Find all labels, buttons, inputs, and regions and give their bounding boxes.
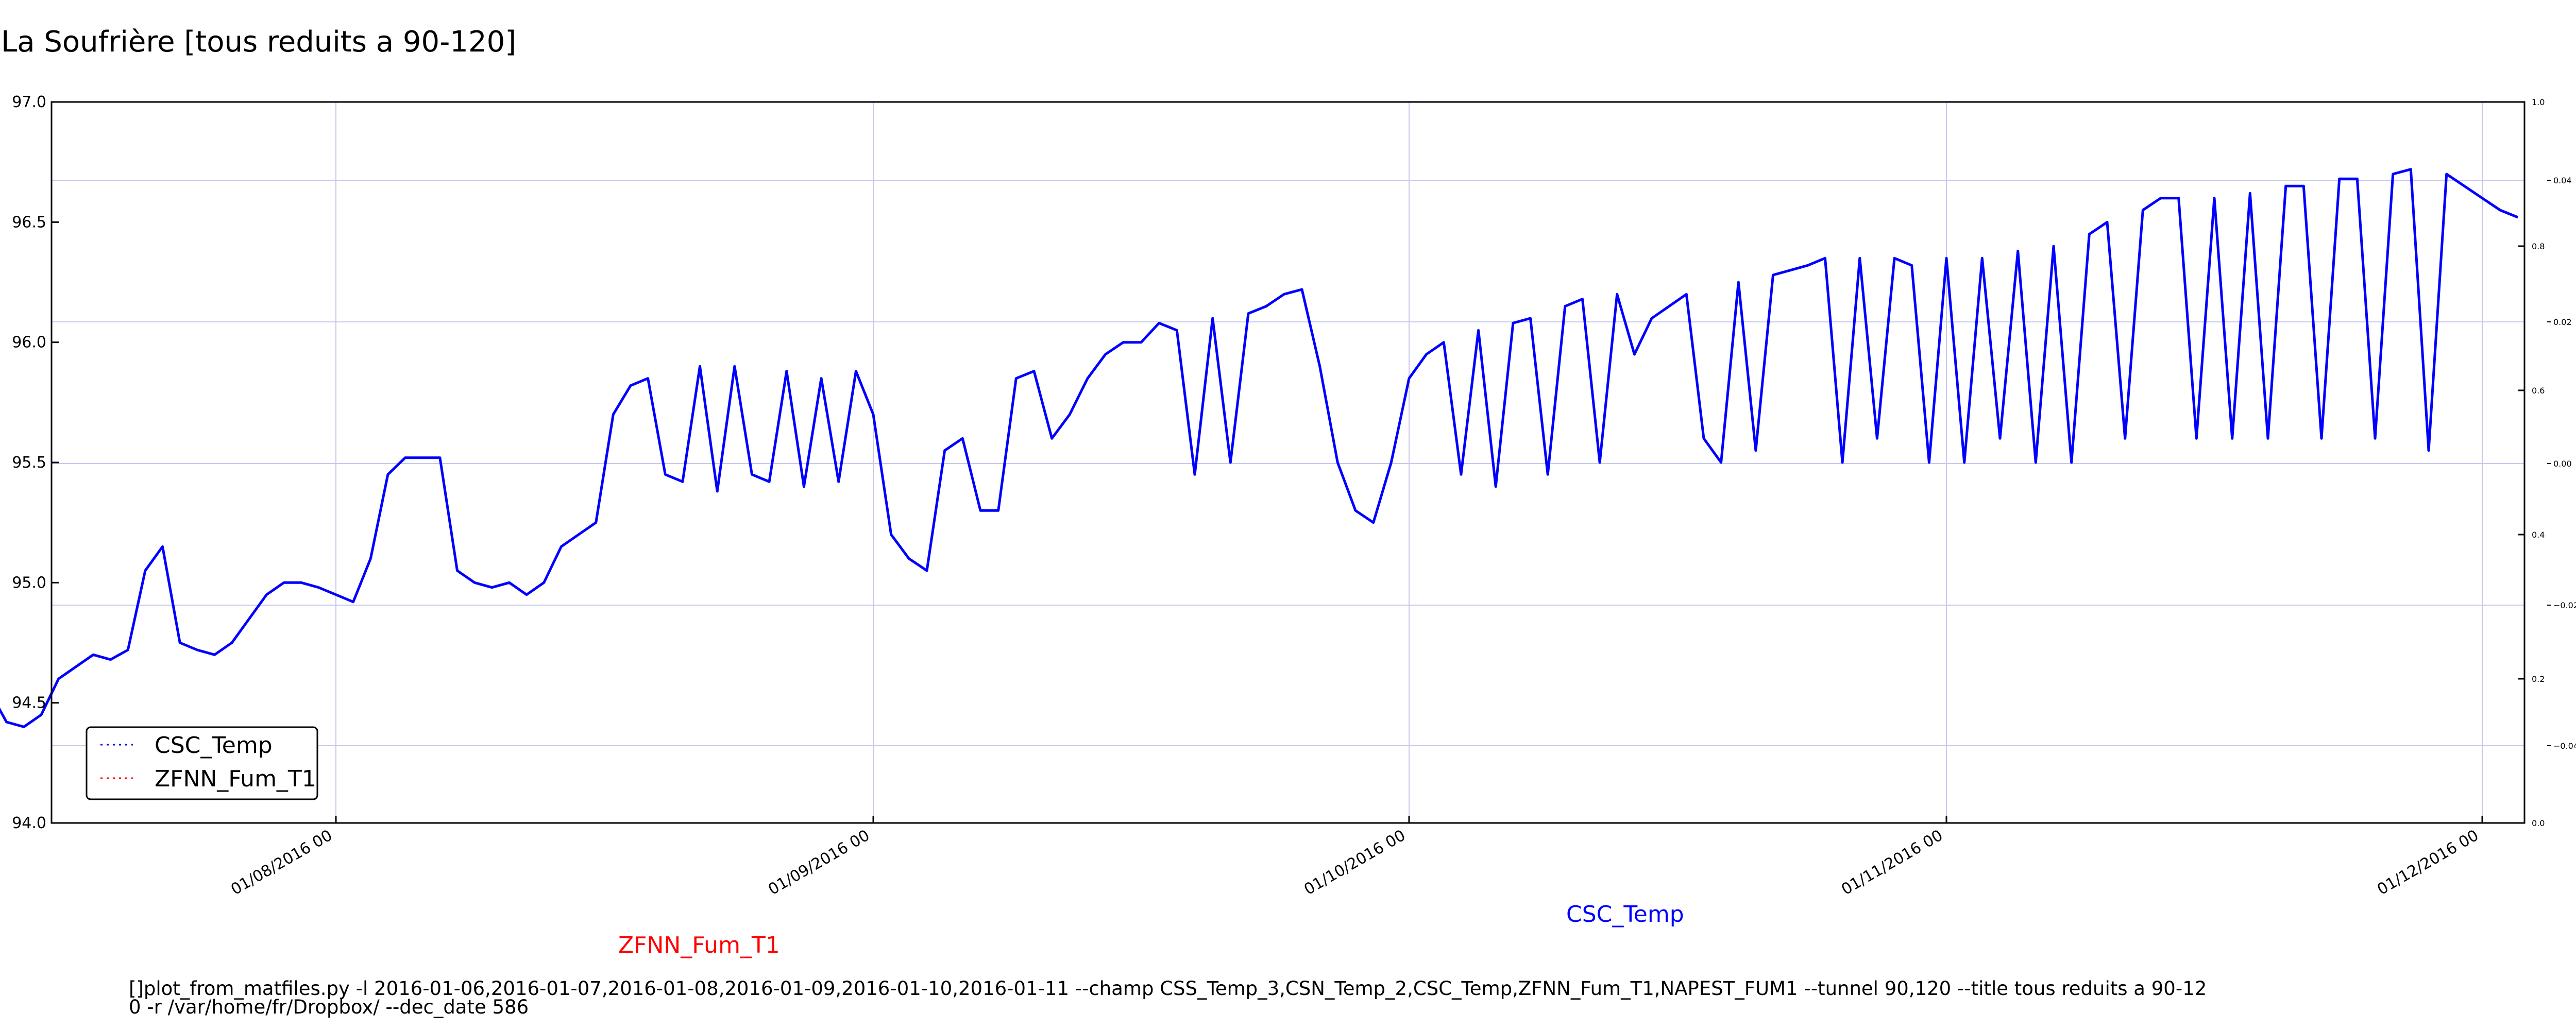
legend-label-zfnn-fum-t1: ZFNN_Fum_T1 (155, 766, 316, 792)
left-tick-label: 97.0 (12, 93, 46, 111)
right-tick-label: 0.4 (2532, 530, 2545, 540)
right-tick-label: 1.0 (2532, 97, 2545, 107)
command-line-2: 0 -r /var/home/fr/Dropbox/ --dec_date 58… (129, 996, 529, 1018)
x-tick-label: 01/10/2016 00 (1301, 827, 1409, 899)
left-tick-label: 96.0 (12, 334, 46, 352)
legend: CSC_Temp ZFNN_Fum_T1 (86, 726, 318, 800)
right-inner-tick-label: 0.00 (2553, 459, 2572, 469)
right-tick-label: 0.2 (2532, 674, 2545, 684)
x-tick-label: 01/11/2016 00 (1838, 827, 1946, 899)
left-axis: 94.0 94.5 95.0 95.5 96.0 96.5 97.0 (12, 93, 59, 832)
x-axis: 01/08/2016 00 01/09/2016 00 01/10/2016 00 0… (228, 816, 2483, 899)
axis-label-csc-temp: CSC_Temp (1566, 901, 1684, 928)
grid-lines (52, 102, 2524, 823)
legend-label-csc-temp: CSC_Temp (155, 732, 273, 759)
legend-box (86, 726, 318, 800)
left-tick-label: 94.5 (12, 694, 46, 712)
right-tick-label: 0.0 (2532, 818, 2545, 828)
command-line-1: []plot_from_matfiles.py -l 2016-01-06,20… (129, 977, 2207, 1000)
series-line-csc-temp (0, 168, 2519, 728)
left-tick-label: 95.5 (12, 454, 46, 472)
x-tick-label: 01/09/2016 00 (765, 827, 873, 899)
left-tick-label: 95.0 (12, 574, 46, 592)
right-tick-label: 0.6 (2532, 386, 2545, 396)
right-inner-tick-label: 0.04 (2553, 176, 2572, 185)
right-axis-inner: −0.04 −0.02 0.00 0.02 0.04 (2547, 176, 2576, 751)
plot-frame (50, 101, 2526, 824)
right-axis-outer: 0.0 0.2 0.4 0.6 0.8 1.0 (2518, 97, 2545, 828)
series-layer (0, 168, 2519, 728)
axis-label-zfnn-fum-t1: ZFNN_Fum_T1 (618, 932, 780, 958)
chart-title: La Soufrière [tous reduits a 90-120] (1, 25, 516, 59)
right-inner-tick-label: −0.04 (2553, 741, 2576, 751)
x-tick-label: 01/12/2016 00 (2374, 827, 2482, 899)
x-tick-label: 01/08/2016 00 (228, 827, 335, 899)
left-tick-label: 96.5 (12, 213, 46, 231)
right-tick-label: 0.8 (2532, 242, 2545, 251)
left-tick-label: 94.0 (12, 814, 46, 832)
right-inner-tick-label: −0.02 (2553, 600, 2576, 610)
right-inner-tick-label: 0.02 (2553, 317, 2572, 327)
